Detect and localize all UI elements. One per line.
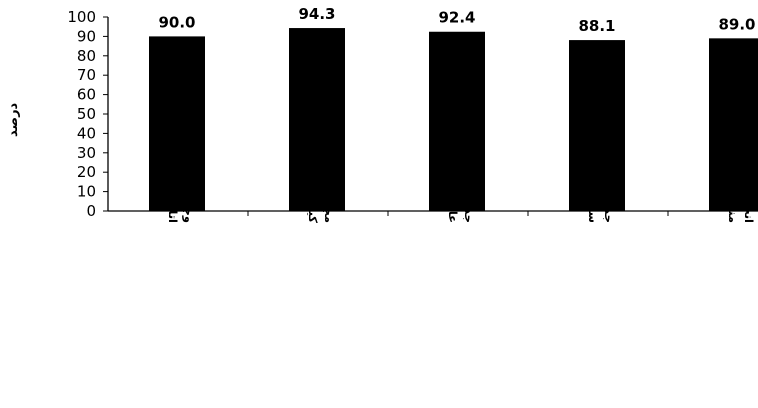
category-label-line: منظم	[726, 191, 740, 223]
data-label: 88.1	[578, 17, 615, 35]
bar	[289, 28, 345, 212]
bar	[569, 40, 625, 211]
y-tick-label: 70	[77, 66, 96, 84]
y-tick-label: 20	[77, 163, 96, 181]
data-label: 94.3	[298, 5, 335, 23]
data-label: 90.0	[158, 13, 195, 31]
y-tick-label: 50	[77, 105, 96, 123]
data-label: 89.0	[718, 15, 755, 33]
y-tick-label: 10	[77, 183, 96, 201]
category-label-line: جمع آوری تیغ های جراحی و	[601, 64, 616, 223]
category-label-line: جدا سازی زباله های عفونی و	[461, 54, 476, 223]
data-label: 92.4	[438, 9, 475, 27]
y-tick-label: 30	[77, 144, 96, 162]
chart-data-labels: 90.0 94.3 92.4 88.1 89.0	[158, 5, 755, 35]
y-tick-label: 0	[86, 202, 96, 220]
category-label: جمع آوری تیغ های جراحی وسر سوزن ها در سف…	[585, 57, 616, 223]
bar	[709, 38, 758, 212]
bar	[429, 31, 485, 211]
y-tick-label: 100	[67, 8, 96, 26]
category-label-line: انجام حمل زباله طبق برنامه	[742, 65, 756, 223]
category-label-line: سر سوزن ها در سفتی باکس	[585, 57, 600, 223]
bar	[149, 36, 205, 212]
y-tick-label: 40	[77, 124, 96, 142]
category-label-line: اتاق ها و سالن انتظار	[165, 98, 180, 223]
category-label-line: کیسه زباله	[306, 162, 320, 223]
category-label-line: وجود زباله دان در کلیه	[181, 97, 196, 223]
category-label-line: مجهز بودن زباله دان به	[321, 92, 336, 223]
y-tick-label: 60	[77, 86, 96, 104]
chart-bars	[149, 28, 758, 212]
y-tick-label: 80	[77, 47, 96, 65]
category-label-line: عادی	[446, 194, 460, 223]
y-tick-label: 90	[77, 27, 96, 45]
